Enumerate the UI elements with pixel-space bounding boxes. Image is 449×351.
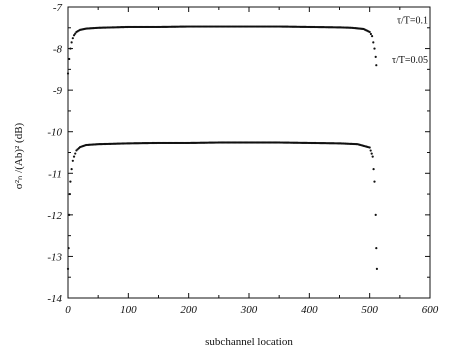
legend-label-2: τ/T=0.05 bbox=[392, 55, 428, 66]
data-point bbox=[66, 72, 70, 75]
legend-label-1: τ/T=0.1 bbox=[397, 16, 428, 27]
data-point bbox=[68, 192, 71, 196]
plot-border bbox=[67, 6, 431, 299]
x-tick-label: 600 bbox=[422, 304, 439, 316]
data-point bbox=[67, 247, 70, 250]
y-tick-label: -13 bbox=[47, 251, 62, 263]
x-tick-label: 100 bbox=[120, 304, 137, 316]
data-point bbox=[72, 34, 76, 37]
data-point bbox=[375, 247, 378, 250]
data-point bbox=[372, 41, 375, 44]
data-point bbox=[370, 35, 374, 38]
data-point bbox=[372, 168, 375, 171]
y-axis-title: σ²ₙ /(Ab)² (dB) bbox=[13, 122, 25, 189]
data-point bbox=[369, 32, 372, 36]
series-2 bbox=[66, 141, 379, 270]
y-tick-label: -7 bbox=[53, 2, 63, 14]
legend: τ/T=0.1 τ/T=0.05 bbox=[392, 16, 428, 66]
data-point bbox=[68, 213, 71, 216]
data-point bbox=[74, 152, 77, 155]
x-axis-title: subchannel location bbox=[205, 336, 293, 348]
data-point bbox=[370, 152, 373, 155]
series-1 bbox=[66, 25, 378, 75]
data-point bbox=[373, 47, 376, 50]
data-point bbox=[368, 146, 371, 149]
data-point bbox=[368, 30, 371, 34]
y-tick-label: -14 bbox=[47, 293, 62, 305]
data-point bbox=[375, 64, 378, 67]
axis-tick-labels: 0 100 200 300 400 500 600 -7 -8 -9 -10 -11 -12 -13 -14 bbox=[47, 2, 438, 316]
data-point bbox=[69, 180, 72, 183]
data-point bbox=[70, 41, 73, 44]
plot-frame bbox=[67, 6, 431, 299]
data-point bbox=[66, 267, 70, 270]
data-point bbox=[375, 267, 379, 270]
x-tick-label: 500 bbox=[361, 304, 378, 316]
data-point bbox=[71, 159, 74, 162]
y-tick-label: -9 bbox=[53, 85, 63, 97]
data-point bbox=[374, 213, 377, 216]
data-point bbox=[69, 47, 72, 50]
data-point bbox=[68, 57, 71, 61]
data-point bbox=[70, 168, 73, 171]
data-point bbox=[369, 149, 372, 152]
y-tick-label: -10 bbox=[47, 127, 62, 139]
x-tick-label: 300 bbox=[240, 304, 258, 316]
series-group bbox=[66, 25, 379, 270]
data-point bbox=[371, 155, 374, 158]
data-point bbox=[373, 180, 376, 183]
x-tick-label: 400 bbox=[301, 304, 318, 316]
y-tick-label: -12 bbox=[47, 210, 62, 222]
y-tick-label: -8 bbox=[53, 44, 63, 56]
y-tick-label: -11 bbox=[48, 168, 62, 180]
data-point bbox=[374, 55, 377, 58]
x-tick-label: 0 bbox=[65, 304, 71, 316]
data-point bbox=[71, 37, 74, 40]
data-point bbox=[72, 155, 76, 158]
x-tick-label: 200 bbox=[180, 304, 197, 316]
axis-ticks bbox=[67, 6, 431, 299]
data-point bbox=[74, 32, 77, 35]
